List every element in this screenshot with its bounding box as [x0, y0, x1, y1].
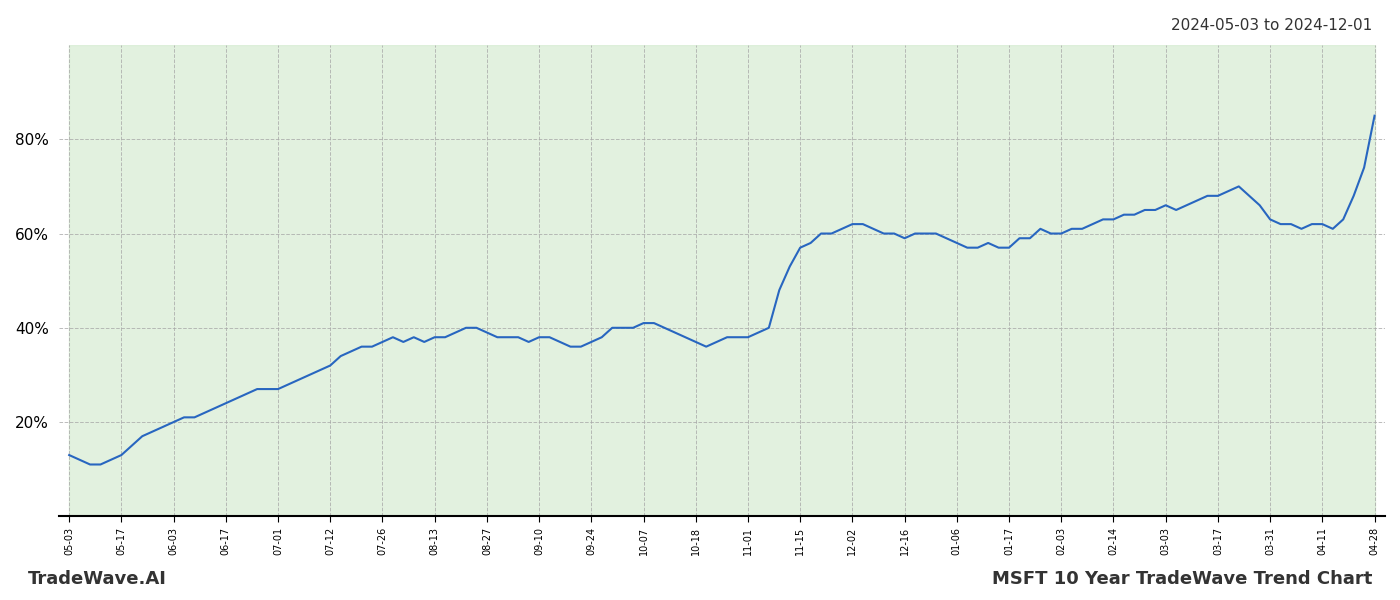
Bar: [69, 45, 1375, 517]
Text: MSFT 10 Year TradeWave Trend Chart: MSFT 10 Year TradeWave Trend Chart: [991, 570, 1372, 588]
Text: TradeWave.AI: TradeWave.AI: [28, 570, 167, 588]
Text: 2024-05-03 to 2024-12-01: 2024-05-03 to 2024-12-01: [1170, 18, 1372, 33]
